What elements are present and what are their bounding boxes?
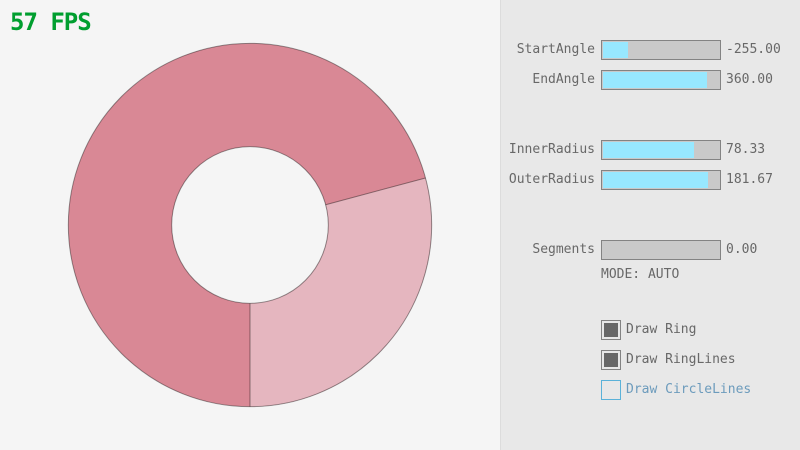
ring-end-edge-line [325, 177, 426, 206]
slider-fill [603, 42, 628, 58]
ring-single-pass-sector [250, 177, 432, 407]
segments-mode-text: MODE: AUTO [601, 267, 680, 282]
draw-ring-label: Draw Ring [626, 322, 697, 337]
draw-ring-lines-label: Draw RingLines [626, 352, 736, 367]
ring-outer-outline [67, 42, 433, 408]
segments-label: Segments [532, 242, 595, 257]
checkbox-row-draw-ring: Draw Ring [601, 320, 800, 340]
inner-radius-value: 78.33 [726, 142, 766, 157]
start-angle-label: StartAngle [516, 42, 595, 57]
end-angle-value: 360.00 [726, 72, 773, 87]
slider-row-inner-radius: InnerRadius 78.33 [501, 140, 800, 160]
slider-fill [603, 172, 708, 188]
end-angle-label: EndAngle [532, 72, 595, 87]
draw-ring-checkbox[interactable] [601, 320, 621, 340]
draw-circle-lines-checkbox[interactable] [601, 380, 621, 400]
inner-radius-label: InnerRadius [508, 142, 595, 157]
ring-hole [171, 146, 329, 304]
ring-inner-outline [171, 146, 329, 304]
slider-fill [603, 142, 694, 158]
draw-circle-lines-label: Draw CircleLines [626, 382, 752, 397]
slider-row-start-angle: StartAngle -255.00 [501, 40, 800, 60]
start-angle-slider[interactable] [601, 40, 721, 60]
segments-slider[interactable] [601, 240, 721, 260]
outer-radius-value: 181.67 [726, 172, 773, 187]
outer-radius-label: OuterRadius [508, 172, 595, 187]
slider-row-end-angle: EndAngle 360.00 [501, 70, 800, 90]
outer-radius-slider[interactable] [601, 170, 721, 190]
inner-radius-slider[interactable] [601, 140, 721, 160]
checkbox-row-draw-circle-lines: Draw CircleLines [601, 380, 800, 400]
slider-fill [603, 72, 707, 88]
start-angle-value: -255.00 [726, 42, 781, 57]
end-angle-slider[interactable] [601, 70, 721, 90]
controls-panel: StartAngle -255.00 EndAngle 360.00 Inner… [500, 0, 800, 450]
draw-ring-lines-checkbox[interactable] [601, 350, 621, 370]
slider-row-segments: Segments 0.00 [501, 240, 800, 260]
fps-counter: 57 FPS [10, 8, 92, 36]
slider-row-outer-radius: OuterRadius 181.67 [501, 170, 800, 190]
checkbox-row-draw-ring-lines: Draw RingLines [601, 350, 800, 370]
checkmark [604, 323, 618, 337]
checkmark [604, 353, 618, 367]
segments-value: 0.00 [726, 242, 758, 257]
